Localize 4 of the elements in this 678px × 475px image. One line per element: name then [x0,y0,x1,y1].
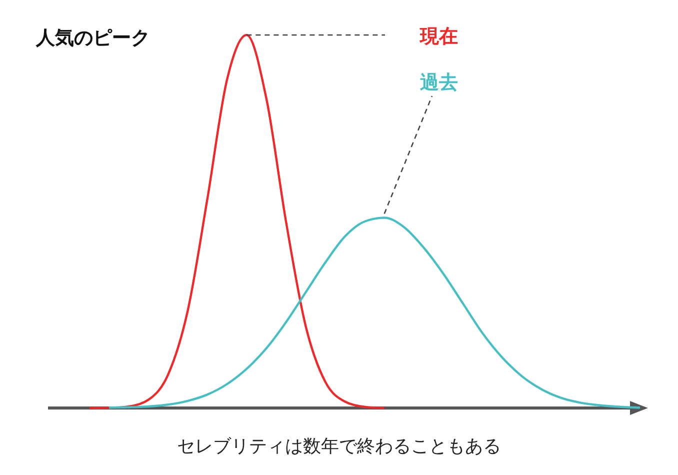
chart-title: 人気のピーク [35,27,150,49]
text: 現在 [419,26,458,48]
x-axis-title: セレブリティは数年で終わることもある [177,436,501,457]
text: 過去 [419,72,458,94]
